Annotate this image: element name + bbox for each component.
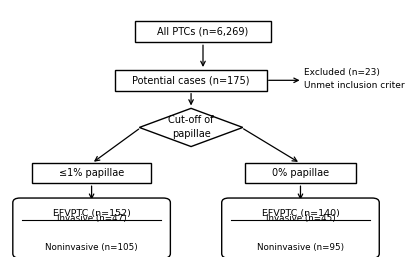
Polygon shape [139, 108, 242, 147]
Text: EFVPTC (n=140): EFVPTC (n=140) [261, 209, 339, 218]
FancyBboxPatch shape [32, 163, 151, 183]
Text: Potential cases (n=175): Potential cases (n=175) [132, 75, 249, 85]
FancyBboxPatch shape [13, 198, 170, 258]
FancyBboxPatch shape [115, 70, 266, 91]
Text: ≤1% papillae: ≤1% papillae [59, 168, 124, 178]
FancyBboxPatch shape [244, 163, 355, 183]
FancyBboxPatch shape [221, 198, 378, 258]
Text: EFVPTC (n=152): EFVPTC (n=152) [53, 209, 130, 218]
Text: Invasive (n=45)

Noninvasive (n=95): Invasive (n=45) Noninvasive (n=95) [256, 214, 343, 252]
FancyBboxPatch shape [135, 22, 270, 42]
Text: Invasive (n=47)

Noninvasive (n=105): Invasive (n=47) Noninvasive (n=105) [45, 214, 138, 252]
Text: Excluded (n=23)
Unmet inclusion criteria: Excluded (n=23) Unmet inclusion criteria [304, 68, 405, 90]
Text: All PTCs (n=6,269): All PTCs (n=6,269) [157, 27, 248, 37]
Text: Cut-off of
papillae: Cut-off of papillae [168, 115, 213, 139]
Text: 0% papillae: 0% papillae [271, 168, 328, 178]
